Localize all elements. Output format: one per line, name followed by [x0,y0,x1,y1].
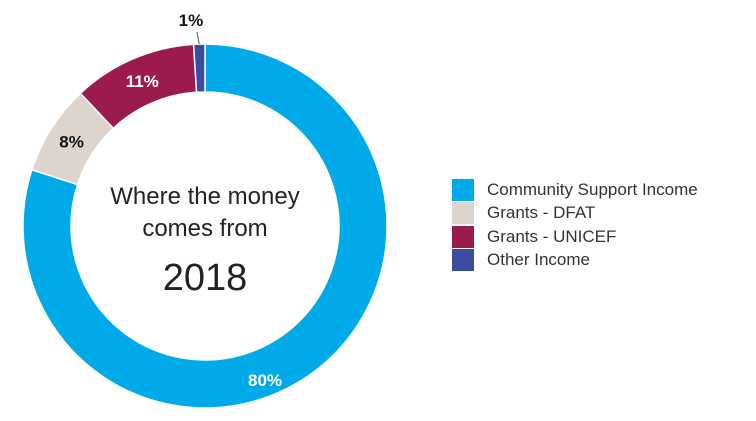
data-label-other-income: 1% [179,11,204,30]
legend-item-other-income: Other Income [452,249,698,273]
center-text-line2: comes from [142,215,267,242]
center-text-line1: Where the money [110,183,299,210]
slice-community-support-income [22,43,388,409]
leader-line-other-income [196,32,200,45]
center-label: Where the money comes from 2018 [110,183,299,299]
legend-label: Grants - UNICEF [487,226,617,246]
data-label-community-support-income: 80% [248,371,282,390]
legend-item-community-support: Community Support Income [452,178,698,202]
legend-item-grants-unicef: Grants - UNICEF [452,225,698,249]
slice-other-income [192,43,206,94]
center-year: 2018 [163,257,248,299]
data-label-grants-unicef: 11% [126,72,159,91]
legend-label: Community Support Income [487,179,698,199]
legend-swatch [452,178,474,201]
data-label-grants-dfat: 8% [59,132,84,151]
legend-label: Other Income [487,250,590,270]
legend-swatch [452,249,474,272]
legend-label: Grants - DFAT [487,203,596,223]
legend-swatch [452,225,474,248]
legend-item-grants-dfat: Grants - DFAT [452,202,698,226]
legend: Community Support Income Grants - DFAT G… [452,178,698,272]
legend-swatch [452,202,474,225]
